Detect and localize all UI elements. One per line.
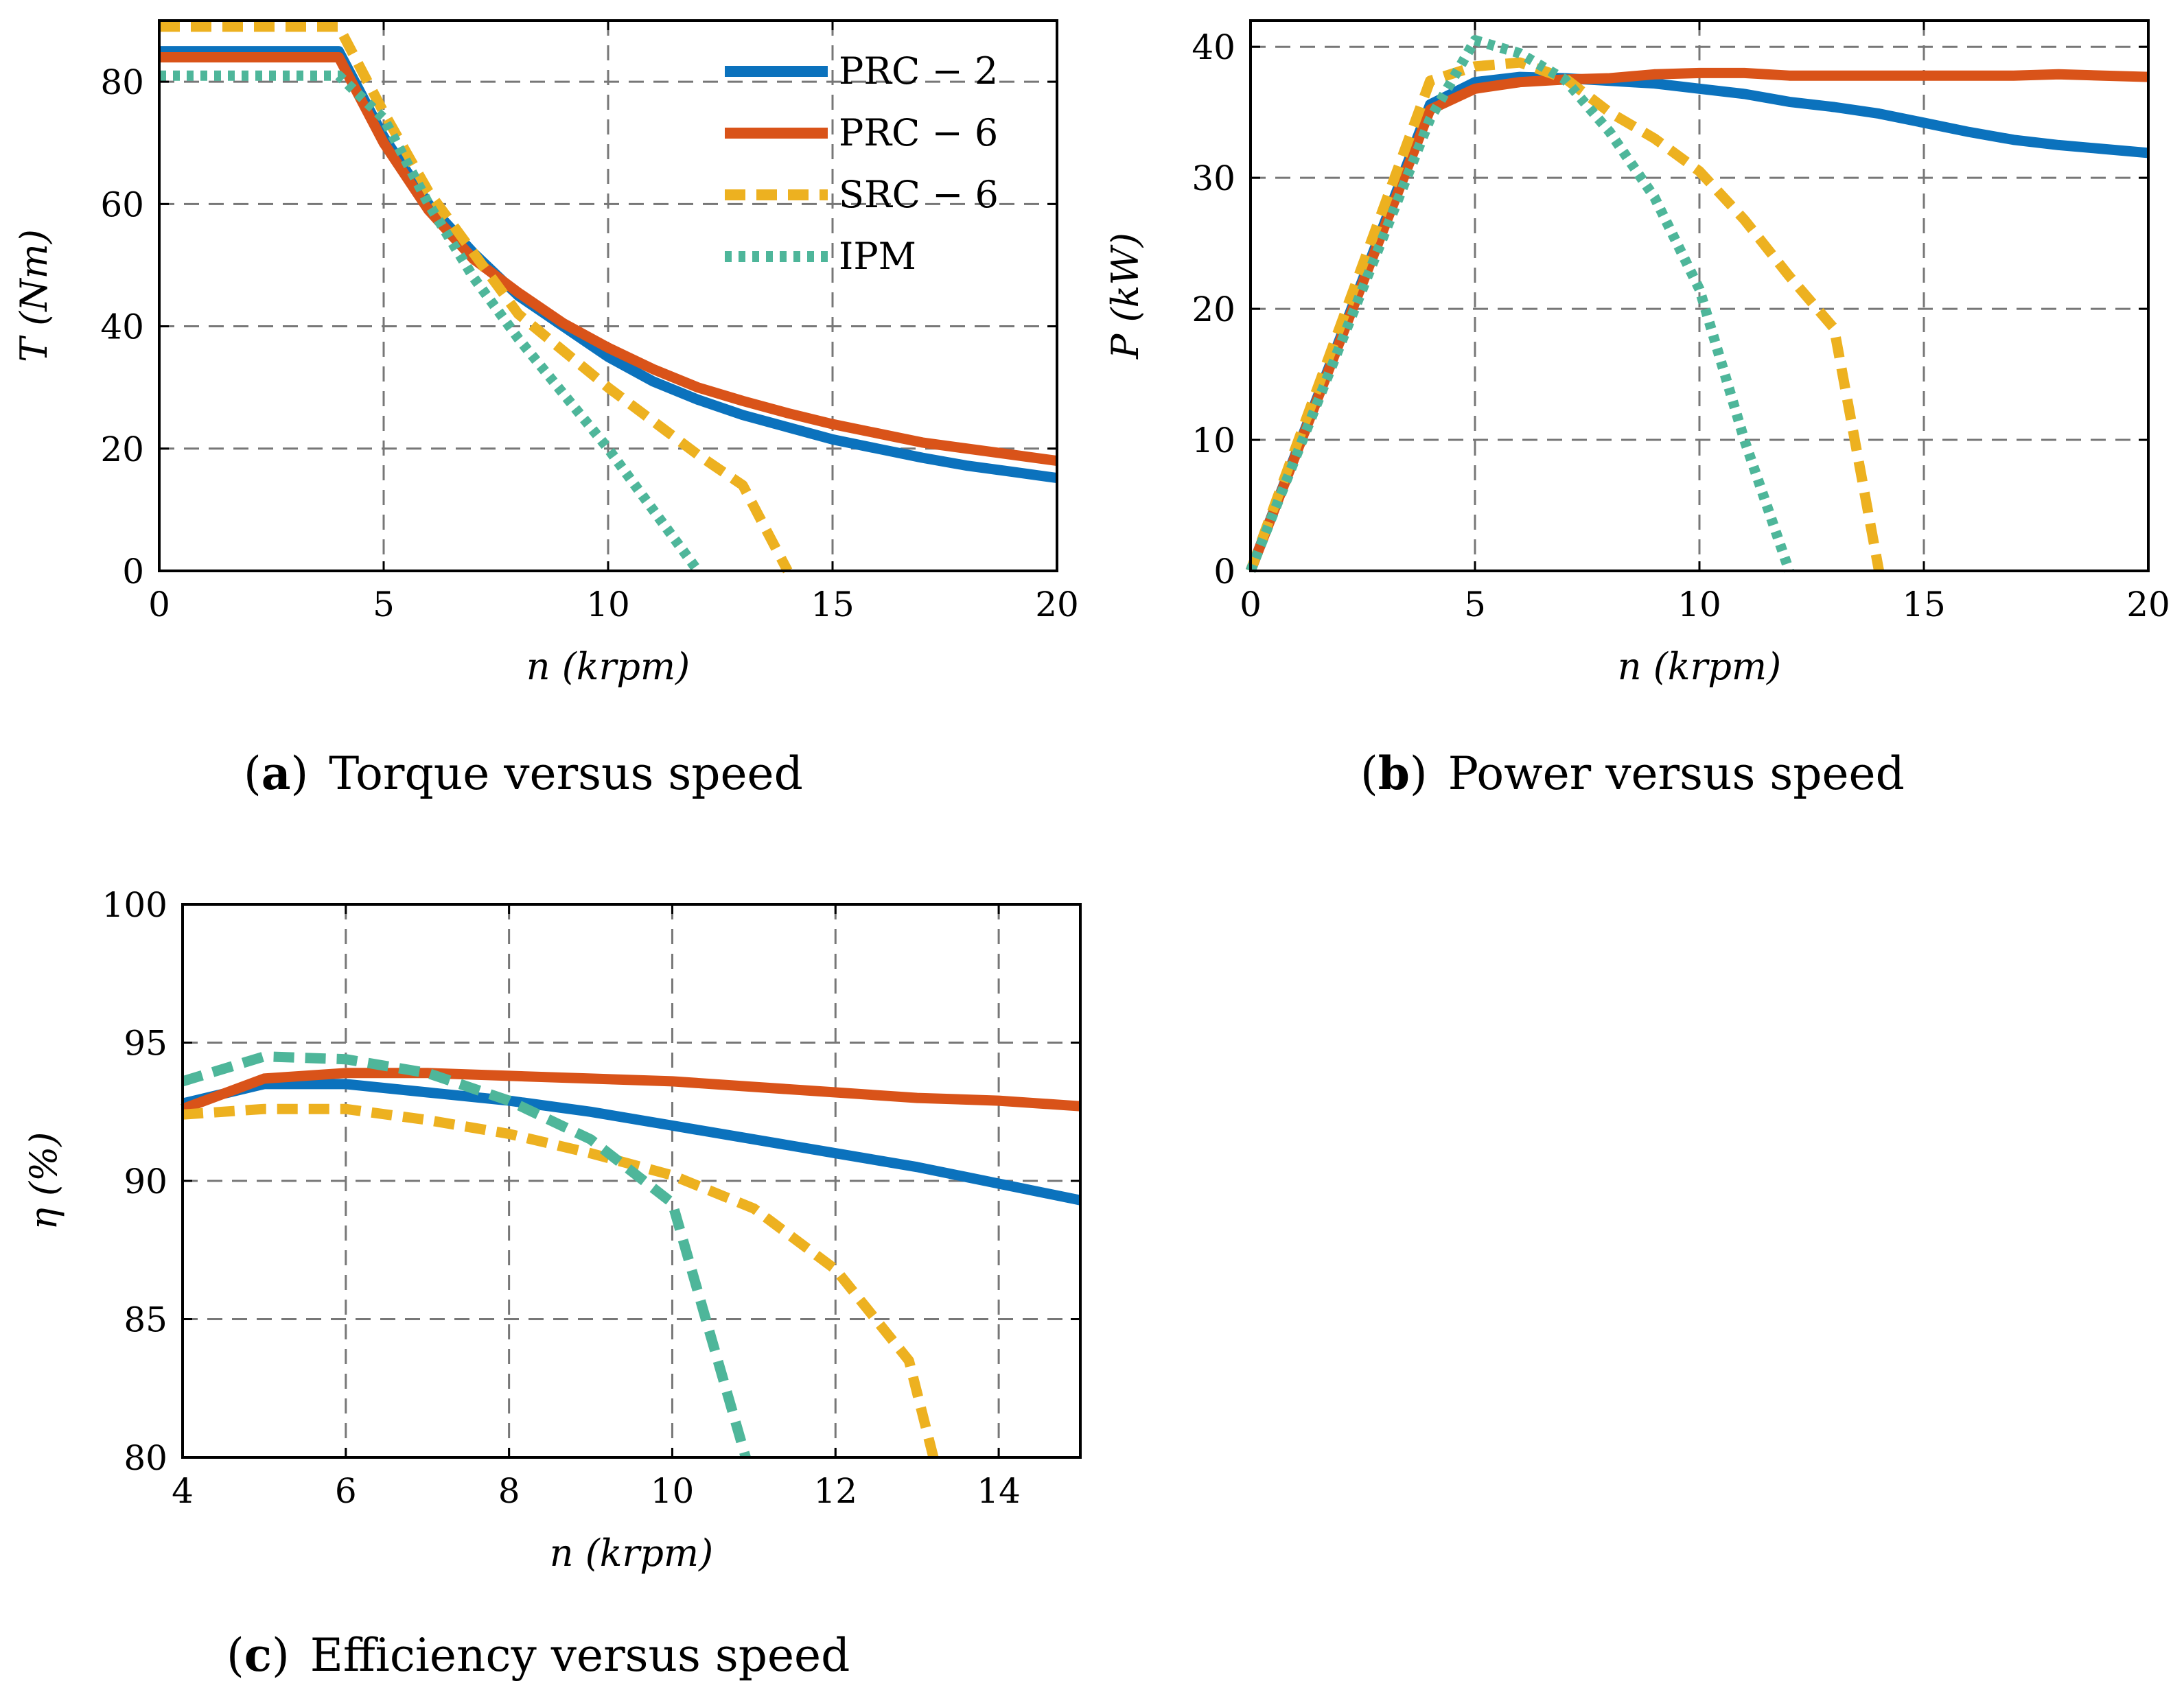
x-tick-label: 5 (1464, 585, 1486, 624)
x-tick-label: 10 (1677, 585, 1721, 624)
series-ipm (159, 70, 702, 574)
x-tick-label: 10 (586, 585, 630, 624)
x-tick-label: 0 (148, 585, 170, 624)
y-tick-label: 40 (100, 307, 144, 347)
series-src6 (159, 21, 793, 574)
legend-label-src6: SRC − 6 (839, 173, 999, 216)
y-tick-label: 0 (1213, 552, 1235, 591)
series-prc2 (181, 1079, 1082, 1206)
x-tick-label: 15 (1902, 585, 1946, 624)
efficiency-chart: 4 6 8 10 12 14 80 85 90 95 100 n (krpm) η (%) (22, 885, 1082, 1575)
x-tick-label: 4 (172, 1471, 194, 1511)
legend-label-ipm: IPM (839, 235, 916, 278)
y-axis-label: η (%) (22, 1132, 65, 1230)
y-tick-label: 100 (102, 885, 167, 925)
series-src6 (182, 1103, 939, 1459)
series-ipm (181, 1051, 751, 1459)
series-prc6 (181, 1068, 1081, 1114)
caption-a: (a) Torque versus speed (244, 747, 803, 800)
legend-label-prc2: PRC − 2 (839, 49, 998, 93)
y-tick-label: 30 (1192, 159, 1235, 198)
x-tick-label: 8 (498, 1471, 520, 1511)
power-chart: 0 5 10 15 20 0 10 20 30 40 n (krpm) P (kW) (1104, 19, 2170, 688)
y-tick-label: 80 (100, 62, 144, 102)
series-ipm (1246, 35, 1794, 573)
torque-chart: 0 5 10 15 20 0 20 40 60 80 n (krpm) T (Nm) (12, 19, 1079, 688)
y-tick-label: 0 (122, 552, 144, 591)
caption-c: (c) Efficiency versus speed (226, 1628, 850, 1682)
x-tick-label: 12 (813, 1471, 857, 1511)
series-prc6 (1246, 67, 2149, 573)
y-axis-label: T (Nm) (12, 229, 56, 362)
x-axis-label: n (krpm) (526, 645, 690, 688)
y-tick-label: 40 (1192, 27, 1235, 67)
series-prc2 (1246, 71, 2149, 573)
x-tick-label: 20 (2126, 585, 2170, 624)
x-tick-label: 0 (1240, 585, 1262, 624)
x-tick-label: 6 (335, 1471, 357, 1511)
x-axis-label: n (krpm) (1618, 645, 1781, 688)
legend: PRC − 2 PRC − 6 SRC − 6 IPM (725, 49, 999, 278)
y-tick-label: 20 (1192, 290, 1235, 329)
y-tick-label: 20 (100, 430, 144, 469)
y-tick-label: 80 (124, 1438, 167, 1478)
y-tick-label: 95 (124, 1024, 167, 1064)
x-tick-label: 20 (1035, 585, 1079, 624)
y-tick-label: 10 (1192, 421, 1235, 460)
series-src6 (1245, 57, 1884, 573)
y-axis-label: P (kW) (1104, 233, 1147, 360)
x-tick-label: 10 (651, 1471, 695, 1511)
x-tick-label: 5 (373, 585, 395, 624)
y-tick-label: 90 (124, 1162, 167, 1201)
caption-b: (b) Power versus speed (1360, 747, 1905, 800)
y-tick-label: 60 (100, 185, 144, 224)
y-tick-label: 85 (124, 1300, 167, 1340)
x-tick-label: 14 (977, 1471, 1021, 1511)
legend-label-prc6: PRC − 6 (839, 111, 998, 154)
x-tick-label: 15 (811, 585, 855, 624)
x-axis-label: n (krpm) (550, 1532, 713, 1575)
